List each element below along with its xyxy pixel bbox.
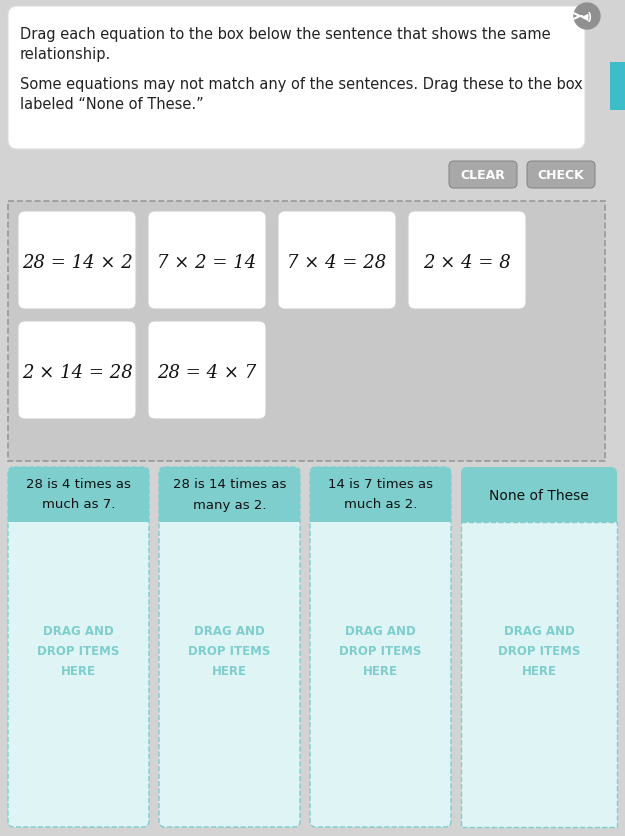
Text: 7 × 2 = 14: 7 × 2 = 14 (158, 253, 257, 272)
FancyBboxPatch shape (461, 467, 617, 522)
Text: 28 is 4 times as: 28 is 4 times as (26, 478, 131, 491)
Circle shape (574, 4, 600, 30)
Bar (610, 63, 625, 111)
Text: None of These: None of These (489, 488, 589, 502)
FancyBboxPatch shape (18, 322, 136, 420)
FancyBboxPatch shape (18, 212, 136, 309)
Text: DRAG AND
DROP ITEMS
HERE: DRAG AND DROP ITEMS HERE (339, 624, 422, 677)
Text: many as 2.: many as 2. (192, 498, 266, 511)
FancyBboxPatch shape (8, 7, 585, 150)
Text: DRAG AND
DROP ITEMS
HERE: DRAG AND DROP ITEMS HERE (188, 624, 271, 677)
FancyBboxPatch shape (278, 212, 396, 309)
Bar (8, 201, 605, 461)
FancyBboxPatch shape (408, 212, 526, 309)
FancyBboxPatch shape (8, 467, 149, 827)
FancyBboxPatch shape (159, 467, 300, 827)
Text: Drag each equation to the box below the sentence that shows the same: Drag each equation to the box below the … (20, 27, 551, 42)
Text: DRAG AND
DROP ITEMS
HERE: DRAG AND DROP ITEMS HERE (498, 624, 580, 677)
Text: ◀): ◀) (581, 12, 593, 22)
Text: 28 = 14 × 2: 28 = 14 × 2 (22, 253, 132, 272)
Text: relationship.: relationship. (20, 47, 111, 62)
Bar (461, 522, 617, 827)
Text: much as 7.: much as 7. (42, 498, 115, 511)
Bar (159, 514, 300, 522)
FancyBboxPatch shape (310, 467, 451, 522)
Text: 2 × 4 = 8: 2 × 4 = 8 (423, 253, 511, 272)
Text: 28 is 14 times as: 28 is 14 times as (173, 478, 286, 491)
Text: much as 2.: much as 2. (344, 498, 418, 511)
Text: CLEAR: CLEAR (461, 169, 506, 181)
Text: labeled “None of These.”: labeled “None of These.” (20, 97, 204, 112)
Text: CHECK: CHECK (538, 169, 584, 181)
Bar (8, 514, 149, 522)
Text: Some equations may not match any of the sentences. Drag these to the box: Some equations may not match any of the … (20, 77, 582, 92)
FancyBboxPatch shape (449, 162, 517, 189)
FancyBboxPatch shape (159, 467, 300, 522)
Text: 28 = 4 × 7: 28 = 4 × 7 (158, 364, 257, 381)
FancyBboxPatch shape (310, 467, 451, 827)
Text: 7 × 4 = 28: 7 × 4 = 28 (288, 253, 387, 272)
FancyBboxPatch shape (8, 467, 149, 522)
Bar (310, 514, 451, 522)
Bar (461, 514, 617, 522)
Text: 14 is 7 times as: 14 is 7 times as (328, 478, 433, 491)
FancyBboxPatch shape (148, 322, 266, 420)
FancyBboxPatch shape (527, 162, 595, 189)
FancyBboxPatch shape (148, 212, 266, 309)
Text: 2 × 14 = 28: 2 × 14 = 28 (22, 364, 132, 381)
Text: DRAG AND
DROP ITEMS
HERE: DRAG AND DROP ITEMS HERE (38, 624, 120, 677)
